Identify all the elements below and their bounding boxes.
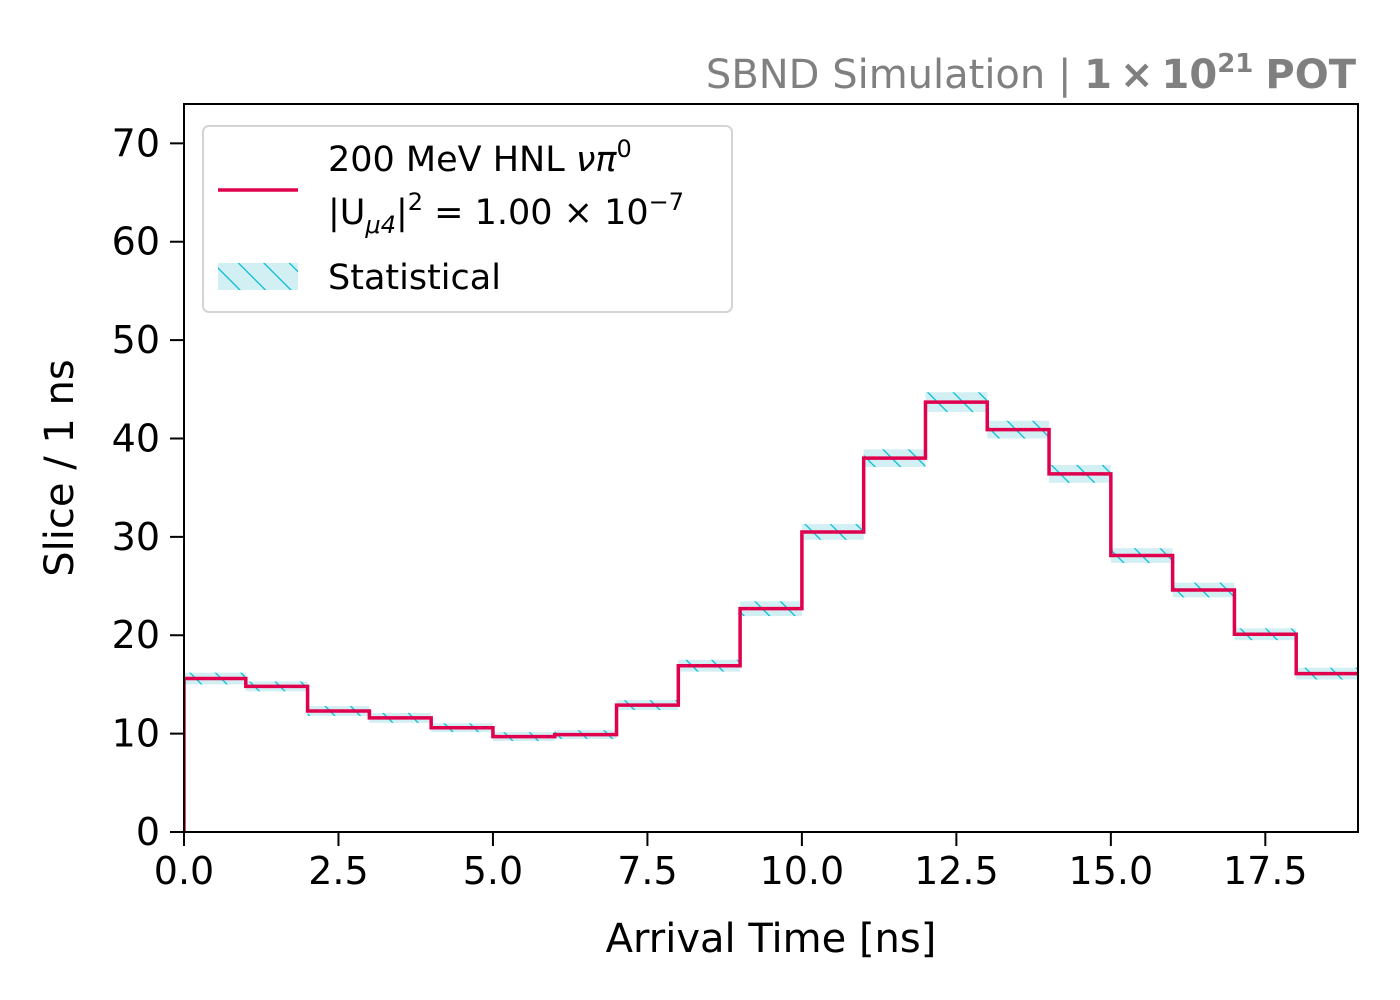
histogram-series [184,400,1358,832]
y-axis-label: Slice / 1 ns [37,359,83,576]
y-tick-label: 60 [112,220,160,264]
banner-exposure-exponent: 21 [1217,49,1253,79]
banner-exposure-base: 10 [1162,52,1218,98]
legend: 200 MeV HNL νπ0 |Uμ4|2 = 1.00 × 10−7 Sta… [202,125,733,313]
x-axis-ticks: 0.0 2.5 5.0 7.5 10.0 12.5 15.0 17.5 [154,832,1308,893]
y-tick-label: 40 [112,416,160,460]
legend-frame [202,125,733,313]
y-tick-label: 30 [112,515,160,559]
y-axis-ticks: 0 10 20 30 40 50 60 70 [112,121,184,854]
chart-banner: SBND Simulation | 1 × 1021 POT [706,49,1357,98]
plot-frame [183,103,1359,833]
legend-statistical-swatch [218,263,298,290]
y-tick-label: 70 [112,121,160,165]
legend-series-label-line1: 200 MeV HNL νπ0 [328,135,632,180]
x-tick-label: 17.5 [1223,849,1308,893]
y-tick-label: 0 [136,810,160,854]
legend-series-label-line2: |Uμ4|2 = 1.00 × 10−7 [328,188,684,239]
banner-exposure-mantissa: 1 [1084,52,1112,98]
histogram-step-line [184,400,1358,832]
y-tick-label: 10 [112,712,160,756]
x-tick-label: 12.5 [914,849,999,893]
y-tick-label: 20 [112,613,160,657]
banner-prefix: SBND Simulation | [706,52,1084,98]
x-tick-label: 0.0 [154,849,214,893]
banner-times: × [1120,52,1154,98]
x-tick-label: 2.5 [308,849,368,893]
banner-exposure-unit: POT [1265,52,1356,98]
x-tick-label: 7.5 [617,849,677,893]
x-tick-label: 10.0 [760,849,845,893]
legend-statistical-label: Statistical [328,258,501,298]
x-tick-label: 5.0 [463,849,523,893]
x-tick-label: 15.0 [1069,849,1154,893]
uncertainty-bands [184,392,1358,741]
x-axis-label: Arrival Time [ns] [606,916,937,962]
y-tick-label: 50 [112,318,160,362]
